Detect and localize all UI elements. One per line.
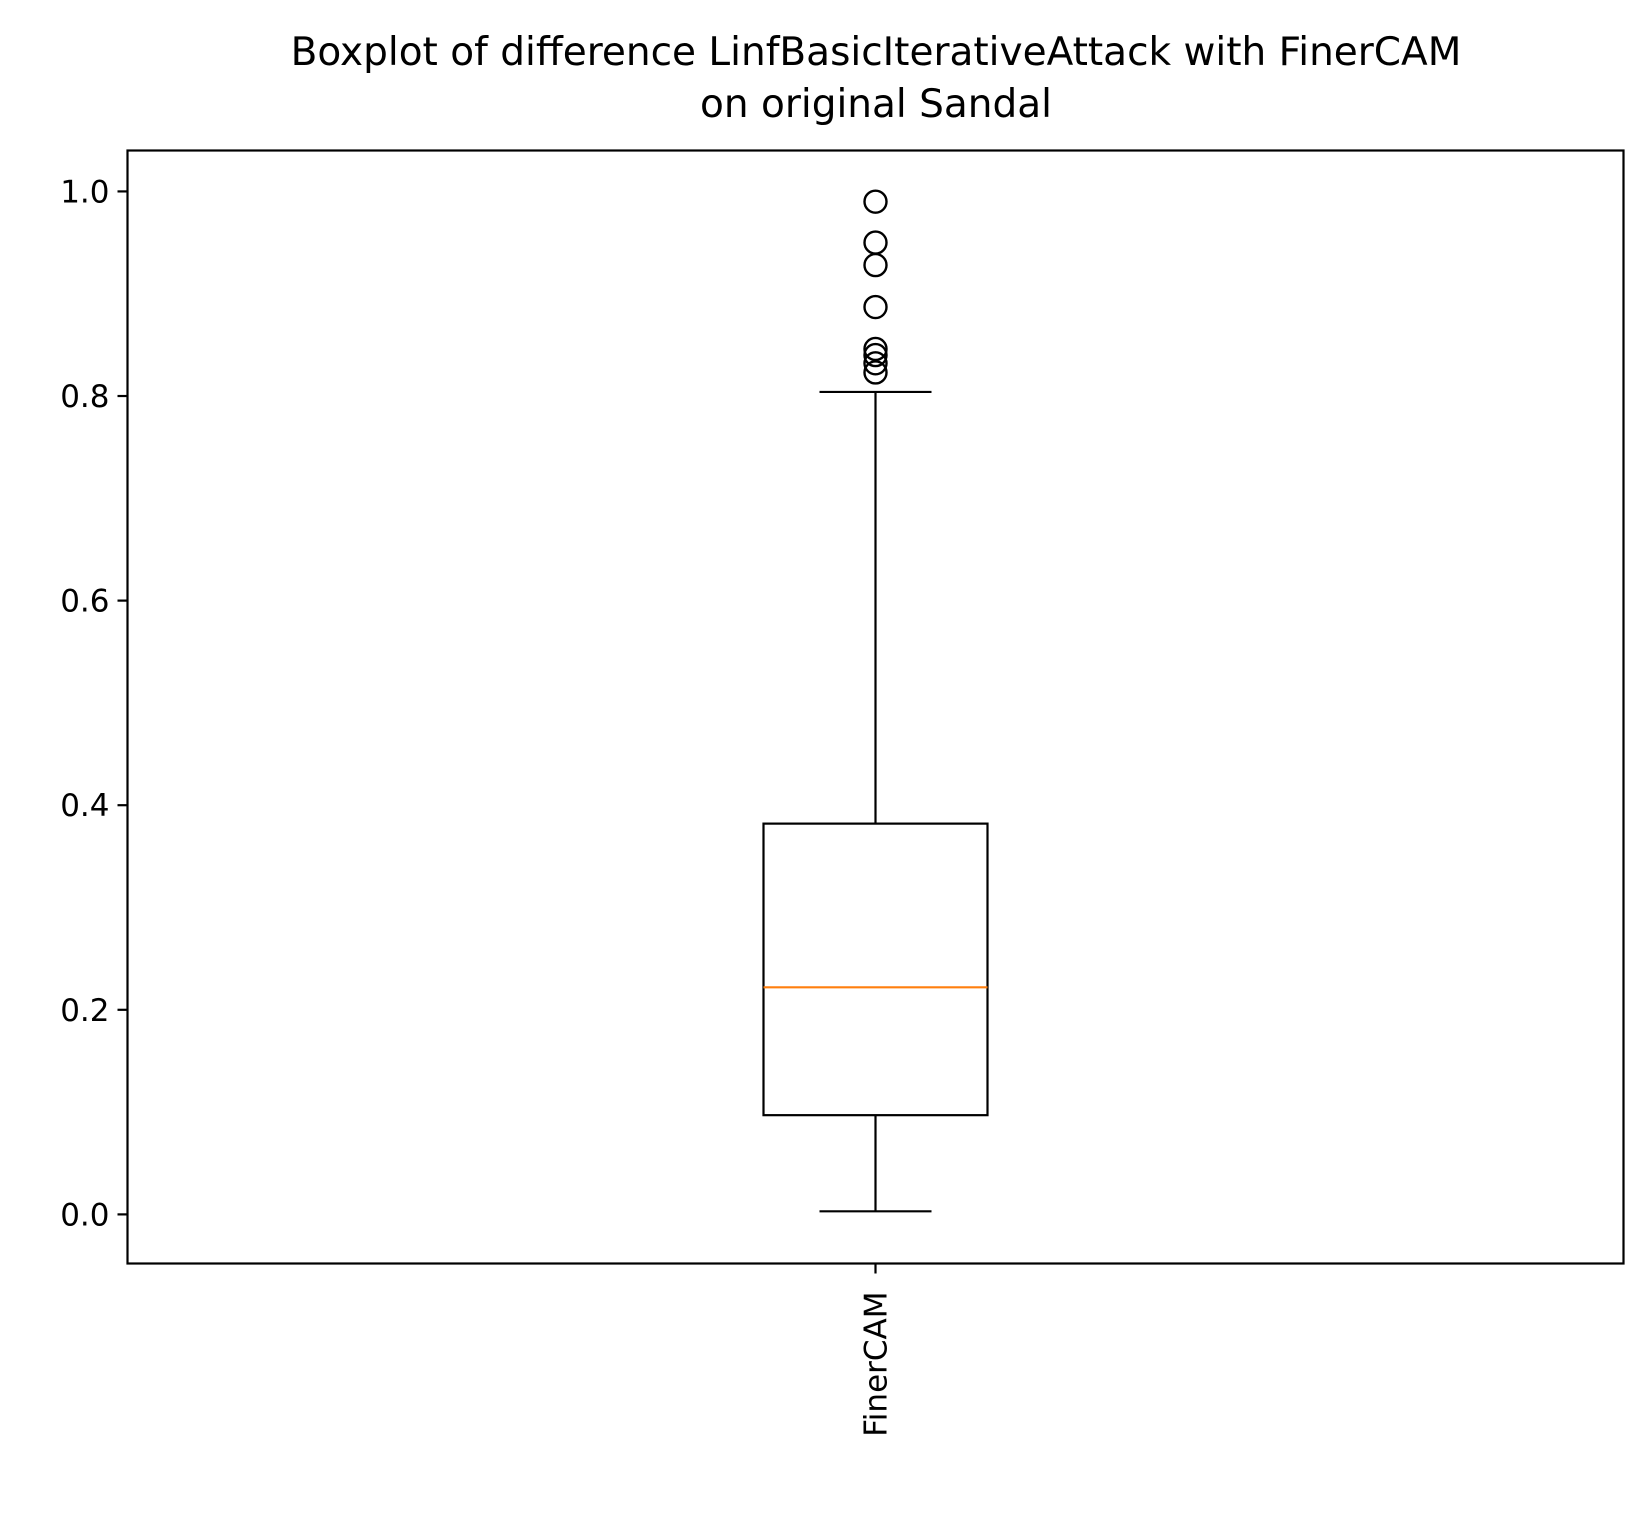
outlier-point <box>863 189 888 214</box>
chart-title-line-1: Boxplot of difference LinfBasicIterative… <box>291 30 1462 75</box>
y-tick-label: 0.2 <box>60 993 109 1029</box>
outlier-point <box>863 252 888 278</box>
box-finercam <box>762 189 989 1213</box>
y-tick-label: 1.0 <box>60 174 109 210</box>
outlier-point <box>863 351 888 376</box>
y-tick-label: 0.0 <box>60 1197 109 1233</box>
interquartile-box <box>762 822 989 1117</box>
plot-area-frame <box>126 149 1625 1265</box>
y-tick-label: 0.8 <box>60 379 109 415</box>
x-tick-label: FinerCAM <box>859 1292 895 1437</box>
box-series <box>762 189 989 1213</box>
chart-title-line-2: on original Sandal <box>700 82 1052 127</box>
y-axis: 0.0 0.2 0.4 0.6 0.8 1.0 <box>60 174 128 1233</box>
y-tick-label: 0.4 <box>60 788 109 824</box>
outlier-point <box>863 360 888 385</box>
outlier-point <box>863 336 888 362</box>
x-axis: FinerCAM <box>859 1263 895 1437</box>
outlier-point <box>863 342 888 368</box>
outlier-point <box>863 294 888 320</box>
y-tick-label: 0.6 <box>60 584 109 620</box>
